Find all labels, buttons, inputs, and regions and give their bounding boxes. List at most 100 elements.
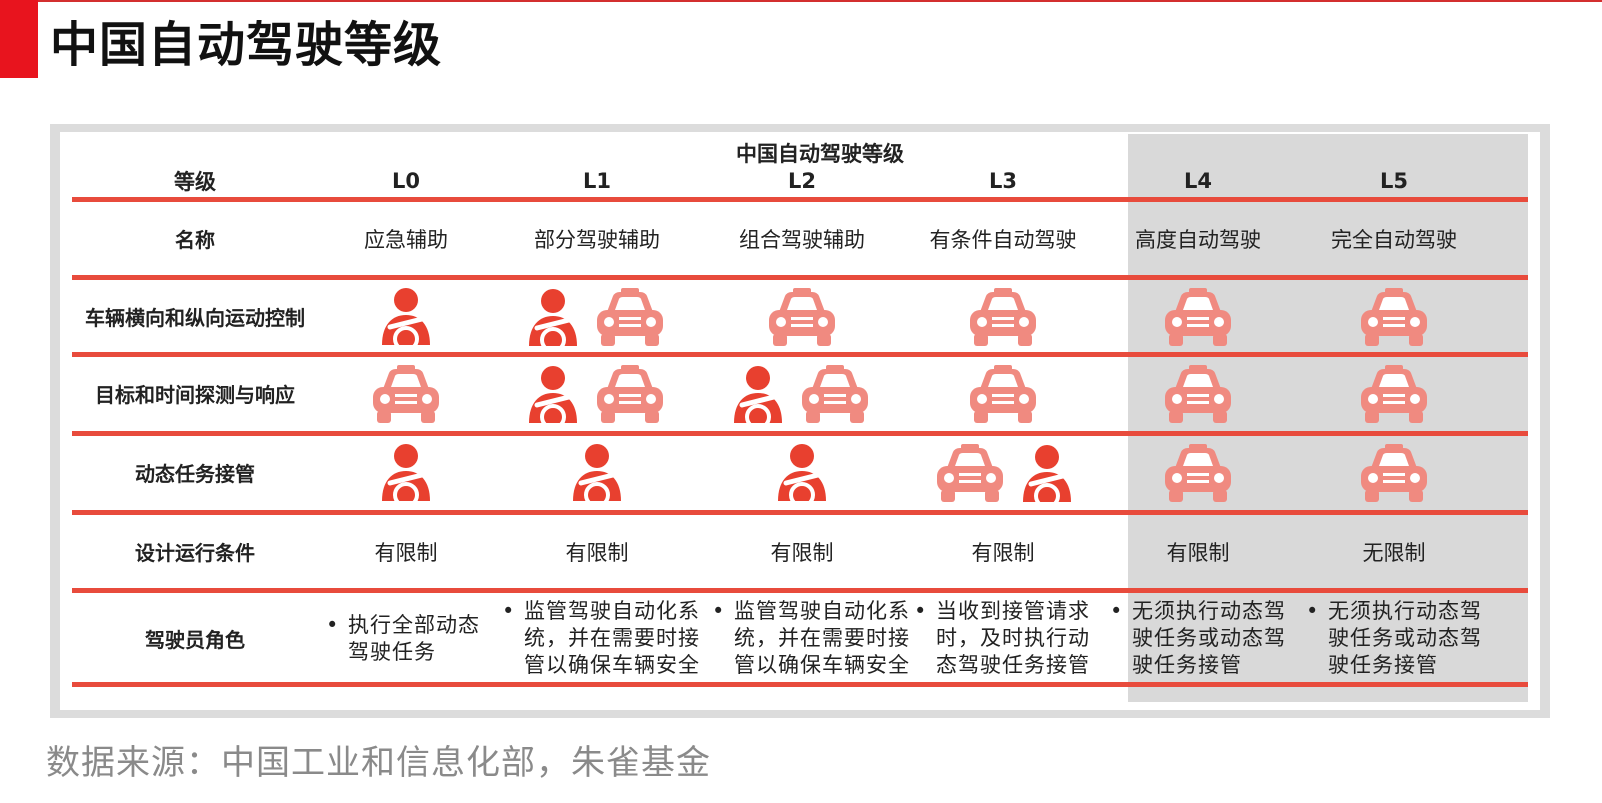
car-icon <box>1361 288 1427 346</box>
role-line: 无须执行动态驾 <box>1328 599 1482 623</box>
icon-cell <box>306 280 506 352</box>
icon-cell <box>893 357 1113 429</box>
driver-icon <box>573 444 621 501</box>
odd-value: 有限制 <box>971 540 1035 565</box>
icon-cell <box>1093 280 1303 352</box>
row-divider <box>72 197 1528 202</box>
bullet: • <box>1110 599 1123 623</box>
icon-cell <box>487 357 707 429</box>
level-header-label: 等级 <box>174 170 216 194</box>
role-text: 无须执行动态驾 驶任务或动态驾 驶任务接管 <box>1132 598 1286 679</box>
role-line: 态驾驶任务接管 <box>936 653 1090 677</box>
level-name: 有条件自动驾驶 <box>929 227 1077 252</box>
role-line: 驶任务接管 <box>1328 653 1438 677</box>
icon-group <box>765 286 839 346</box>
icon-group <box>966 286 1040 346</box>
car-icon <box>373 365 439 423</box>
bullet: • <box>1306 599 1319 623</box>
car-icon <box>970 288 1036 346</box>
level-name: 组合驾驶辅助 <box>739 227 865 252</box>
level-name: 完全自动驾驶 <box>1331 227 1457 252</box>
odd-value: 有限制 <box>374 540 438 565</box>
level-header-l5: L5 <box>1380 169 1408 193</box>
icon-cell <box>692 357 912 429</box>
icon-group <box>933 442 1073 502</box>
row-label: 车辆横向和纵向运动控制 <box>85 305 305 330</box>
icon-cell <box>893 280 1113 352</box>
odd-value: 有限制 <box>565 540 629 565</box>
car-icon <box>970 365 1036 423</box>
car-icon <box>937 444 1003 502</box>
odd-value: 有限制 <box>1166 540 1230 565</box>
odd-value: 有限制 <box>770 540 834 565</box>
role-text: 当收到接管请求 时，及时执行动 态驾驶任务接管 <box>936 598 1090 679</box>
car-icon <box>597 365 663 423</box>
role-line: 时，及时执行动 <box>936 626 1090 650</box>
driver-icon <box>529 289 577 346</box>
level-header-l1: L1 <box>583 169 611 193</box>
role-line: 统，并在需要时接 <box>524 626 700 650</box>
bullet: • <box>326 613 339 637</box>
row-divider <box>72 352 1528 357</box>
row-label: 动态任务接管 <box>135 461 255 486</box>
car-icon <box>769 288 835 346</box>
level-name: 高度自动驾驶 <box>1135 227 1261 252</box>
driver-role: • 当收到接管请求 时，及时执行动 态驾驶任务接管 <box>914 598 1090 679</box>
role-text: 无须执行动态驾 驶任务或动态驾 驶任务接管 <box>1328 598 1482 679</box>
icon-cell <box>306 436 506 508</box>
page-title: 中国自动驾驶等级 <box>50 17 443 73</box>
icon-group <box>1357 363 1431 423</box>
bullet: • <box>914 599 927 623</box>
icon-cell <box>306 357 506 429</box>
icon-group <box>1161 286 1235 346</box>
role-row-label: 驾驶员角色 <box>145 627 245 652</box>
driver-icon <box>778 444 826 501</box>
driver-role: • 无须执行动态驾 驶任务或动态驾 驶任务接管 <box>1110 598 1286 679</box>
icon-group <box>1161 363 1235 423</box>
car-icon <box>1361 365 1427 423</box>
car-icon <box>1361 444 1427 502</box>
car-icon <box>597 288 663 346</box>
name-row-label: 名称 <box>175 228 215 252</box>
icon-cell <box>487 436 707 508</box>
icon-cell <box>1093 357 1303 429</box>
row-divider <box>72 431 1528 436</box>
title-accent-bar <box>0 0 38 78</box>
icon-cell <box>893 436 1113 508</box>
icon-group <box>380 443 432 501</box>
row-divider <box>72 588 1528 593</box>
driver-icon <box>1023 445 1071 502</box>
odd-row-label: 设计运行条件 <box>135 541 255 565</box>
role-line: 无须执行动态驾 <box>1132 599 1286 623</box>
icon-group <box>527 363 667 423</box>
icon-group <box>571 443 623 501</box>
row-divider <box>72 275 1528 280</box>
row-label: 目标和时间探测与响应 <box>95 382 295 407</box>
bullet: • <box>502 599 515 623</box>
driver-icon <box>734 366 782 423</box>
role-line: 监管驾驶自动化系 <box>734 599 910 623</box>
icon-group <box>1357 286 1431 346</box>
role-line: 管以确保车辆安全 <box>734 653 910 677</box>
driver-icon <box>382 444 430 501</box>
icon-cell <box>1093 436 1303 508</box>
car-icon <box>1165 444 1231 502</box>
icon-group <box>369 363 443 423</box>
car-icon <box>802 365 868 423</box>
role-line: 驶任务或动态驾 <box>1132 626 1286 650</box>
icon-group <box>966 363 1040 423</box>
role-line: 驶任务或动态驾 <box>1328 626 1482 650</box>
role-line: 监管驾驶自动化系 <box>524 599 700 623</box>
role-text: 执行全部动态 驾驶任务 <box>348 612 480 666</box>
driver-role: • 监管驾驶自动化系 统，并在需要时接 管以确保车辆安全 <box>502 598 700 679</box>
icon-cell <box>487 280 707 352</box>
highlight-l4-l5 <box>1128 134 1528 702</box>
icon-group <box>380 287 432 345</box>
role-text: 监管驾驶自动化系 统，并在需要时接 管以确保车辆安全 <box>524 598 700 679</box>
level-name: 部分驾驶辅助 <box>534 227 660 252</box>
icon-cell <box>1289 357 1499 429</box>
role-line: 驾驶任务 <box>348 640 436 664</box>
icon-group <box>776 443 828 501</box>
driver-role: • 执行全部动态 驾驶任务 <box>326 612 480 666</box>
level-header-l4: L4 <box>1184 169 1212 193</box>
